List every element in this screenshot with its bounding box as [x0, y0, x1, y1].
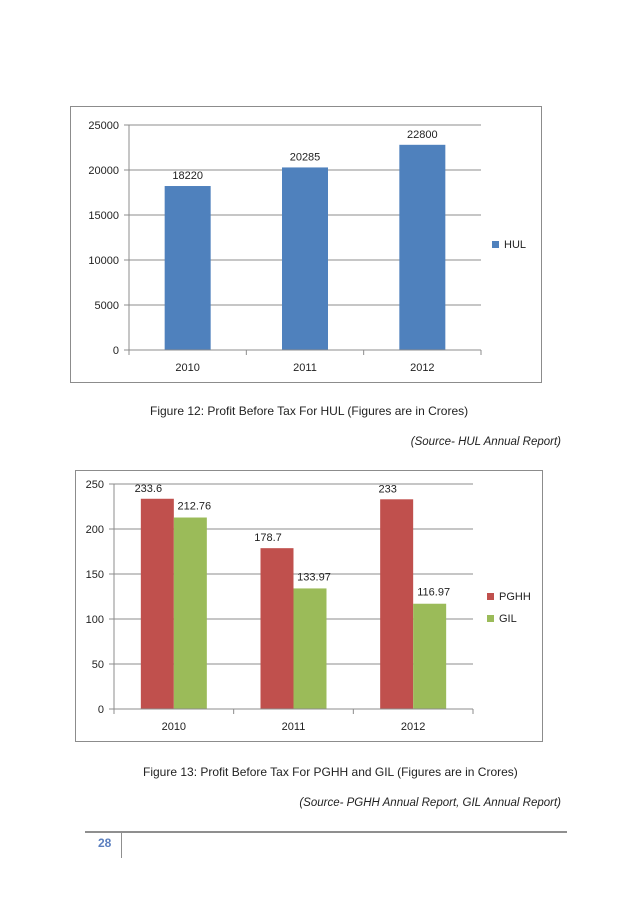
y-tick-label: 5000 [95, 300, 119, 312]
y-tick-label: 0 [113, 345, 119, 357]
pghh-gil-profit-chart: 0 50 100 150 200 250 233.6 212.76 2010 178.7 133.9… [75, 470, 543, 742]
y-tick-label: 250 [86, 479, 104, 491]
legend-swatch-pghh [487, 593, 494, 600]
bar-hul-2010 [164, 186, 211, 350]
y-tick-label: 50 [92, 659, 104, 671]
data-label-pghh-2011: 178.7 [254, 532, 282, 544]
footer-divider [85, 831, 567, 833]
figure-12-caption: Figure 12: Profit Before Tax For HUL (Fi… [150, 404, 469, 418]
x-tick-label: 2012 [410, 362, 434, 374]
y-tick-label: 150 [86, 569, 104, 581]
figure-13-caption: Figure 13: Profit Before Tax For PGHH an… [143, 765, 518, 779]
data-label-hul-2011: 20285 [290, 151, 321, 163]
bar-hul-2012 [399, 144, 446, 350]
data-label-gil-2011: 133.97 [297, 571, 331, 583]
y-tick-label: 25000 [88, 120, 119, 132]
figure-13-source: (Source- PGHH Annual Report, GIL Annual … [299, 797, 561, 809]
y-tick-label: 10000 [88, 255, 119, 267]
legend-swatch-hul [492, 241, 499, 248]
y-tick-label: 0 [98, 704, 104, 716]
bar-gil-2012 [413, 603, 447, 709]
y-tick-label: 100 [86, 614, 104, 626]
x-tick-label: 2011 [282, 721, 306, 733]
y-tick-label: 20000 [88, 165, 119, 177]
pghh-gil-chart-svg: 0 50 100 150 200 250 233.6 212.76 2010 178.7 133.9… [86, 479, 531, 733]
page-number: 28 [98, 836, 112, 850]
data-label-hul-2010: 18220 [172, 170, 203, 182]
bar-pghh-2012 [380, 499, 414, 709]
data-label-hul-2012: 22800 [407, 129, 438, 141]
data-label-gil-2010: 212.76 [178, 501, 212, 513]
x-tick-label: 2010 [162, 721, 186, 733]
bar-hul-2011 [282, 167, 328, 350]
hul-profit-chart: 0 5000 10000 15000 20000 25000 18220 2010 20285 2… [70, 106, 542, 383]
x-tick-label: 2012 [401, 721, 425, 733]
data-label-pghh-2012: 233 [378, 483, 396, 495]
hul-chart-svg: 0 5000 10000 15000 20000 25000 18220 2010 20285 2… [88, 120, 526, 374]
bar-pghh-2010 [140, 498, 174, 709]
figure-12-source: (Source- HUL Annual Report) [410, 436, 561, 448]
footer-vertical-divider [121, 833, 122, 858]
legend-label-hul: HUL [504, 239, 526, 251]
legend-swatch-gil [487, 615, 494, 622]
bar-gil-2010 [173, 517, 207, 709]
data-label-gil-2012: 116.97 [417, 587, 450, 599]
bar-pghh-2011 [260, 548, 294, 709]
x-tick-label: 2011 [293, 362, 317, 374]
y-tick-label: 200 [86, 524, 104, 536]
legend-label-pghh: PGHH [499, 591, 531, 603]
bar-gil-2011 [293, 588, 327, 709]
y-tick-label: 15000 [88, 210, 119, 222]
data-label-pghh-2010: 233.6 [135, 483, 163, 495]
x-tick-label: 2010 [175, 362, 199, 374]
legend-label-gil: GIL [499, 613, 517, 625]
